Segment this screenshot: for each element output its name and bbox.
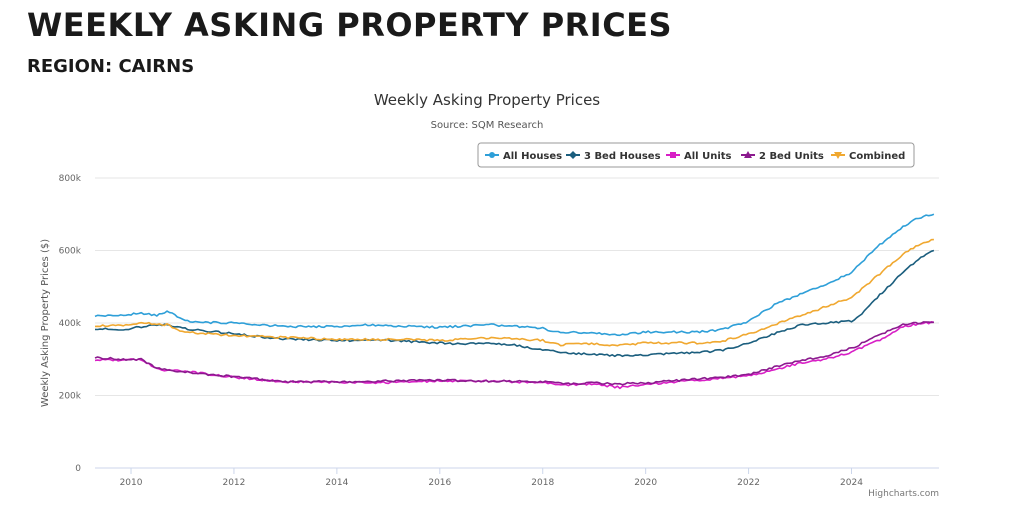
y-axis: 0 200k 400k 600k 800k: [59, 174, 82, 474]
legend-marker-triangle-down: [834, 152, 842, 159]
legend-item-label: All Units: [684, 151, 732, 162]
series-line-all-houses: [94, 213, 935, 337]
series-line-3-bed-houses: [94, 249, 935, 358]
plot-area: [94, 213, 935, 390]
y-axis-title: Weekly Asking Property Prices ($): [40, 239, 51, 407]
chart-legend: All Houses 3 Bed Houses All Units 2 Bed Uni…: [477, 142, 915, 168]
y-tick-label: 200k: [59, 392, 82, 402]
page-subtitle: REGION: CAIRNS: [27, 56, 195, 77]
series-line-2-bed-units: [94, 321, 934, 386]
y-tick-label: 400k: [59, 319, 82, 329]
x-axis: 2010 2012 2014 2016 2018 2020 2022 2024: [95, 467, 939, 488]
legend-item-label: Combined: [849, 151, 905, 162]
series-line-all-units: [94, 321, 935, 390]
legend-item-label: 3 Bed Houses: [584, 151, 661, 162]
chart-subtitle: Source: SQM Research: [431, 120, 544, 131]
legend-marker-square: [670, 152, 676, 158]
x-tick-label: 2020: [634, 478, 657, 488]
x-tick-label: 2014: [325, 478, 348, 488]
legend-item-label: All Houses: [503, 151, 562, 162]
y-tick-label: 0: [75, 464, 81, 474]
legend-item-label: 2 Bed Units: [759, 151, 824, 162]
x-tick-label: 2018: [531, 478, 554, 488]
page-title: WEEKLY ASKING PROPERTY PRICES: [27, 6, 673, 44]
chart-credits: Highcharts.com: [868, 489, 939, 499]
x-tick-label: 2012: [222, 478, 245, 488]
y-tick-label: 800k: [59, 174, 82, 184]
x-tick-label: 2016: [428, 478, 451, 488]
legend-marker-triangle: [744, 151, 752, 158]
x-tick-label: 2024: [840, 478, 863, 488]
legend-box: [477, 142, 915, 168]
legend-marker-circle: [489, 152, 495, 158]
series-line-combined: [94, 238, 934, 347]
chart-title: Weekly Asking Property Prices: [374, 91, 600, 109]
legend-marker-diamond: [569, 151, 577, 159]
x-tick-label: 2010: [120, 478, 143, 488]
y-tick-label: 600k: [59, 247, 82, 257]
x-tick-label: 2022: [737, 478, 760, 488]
